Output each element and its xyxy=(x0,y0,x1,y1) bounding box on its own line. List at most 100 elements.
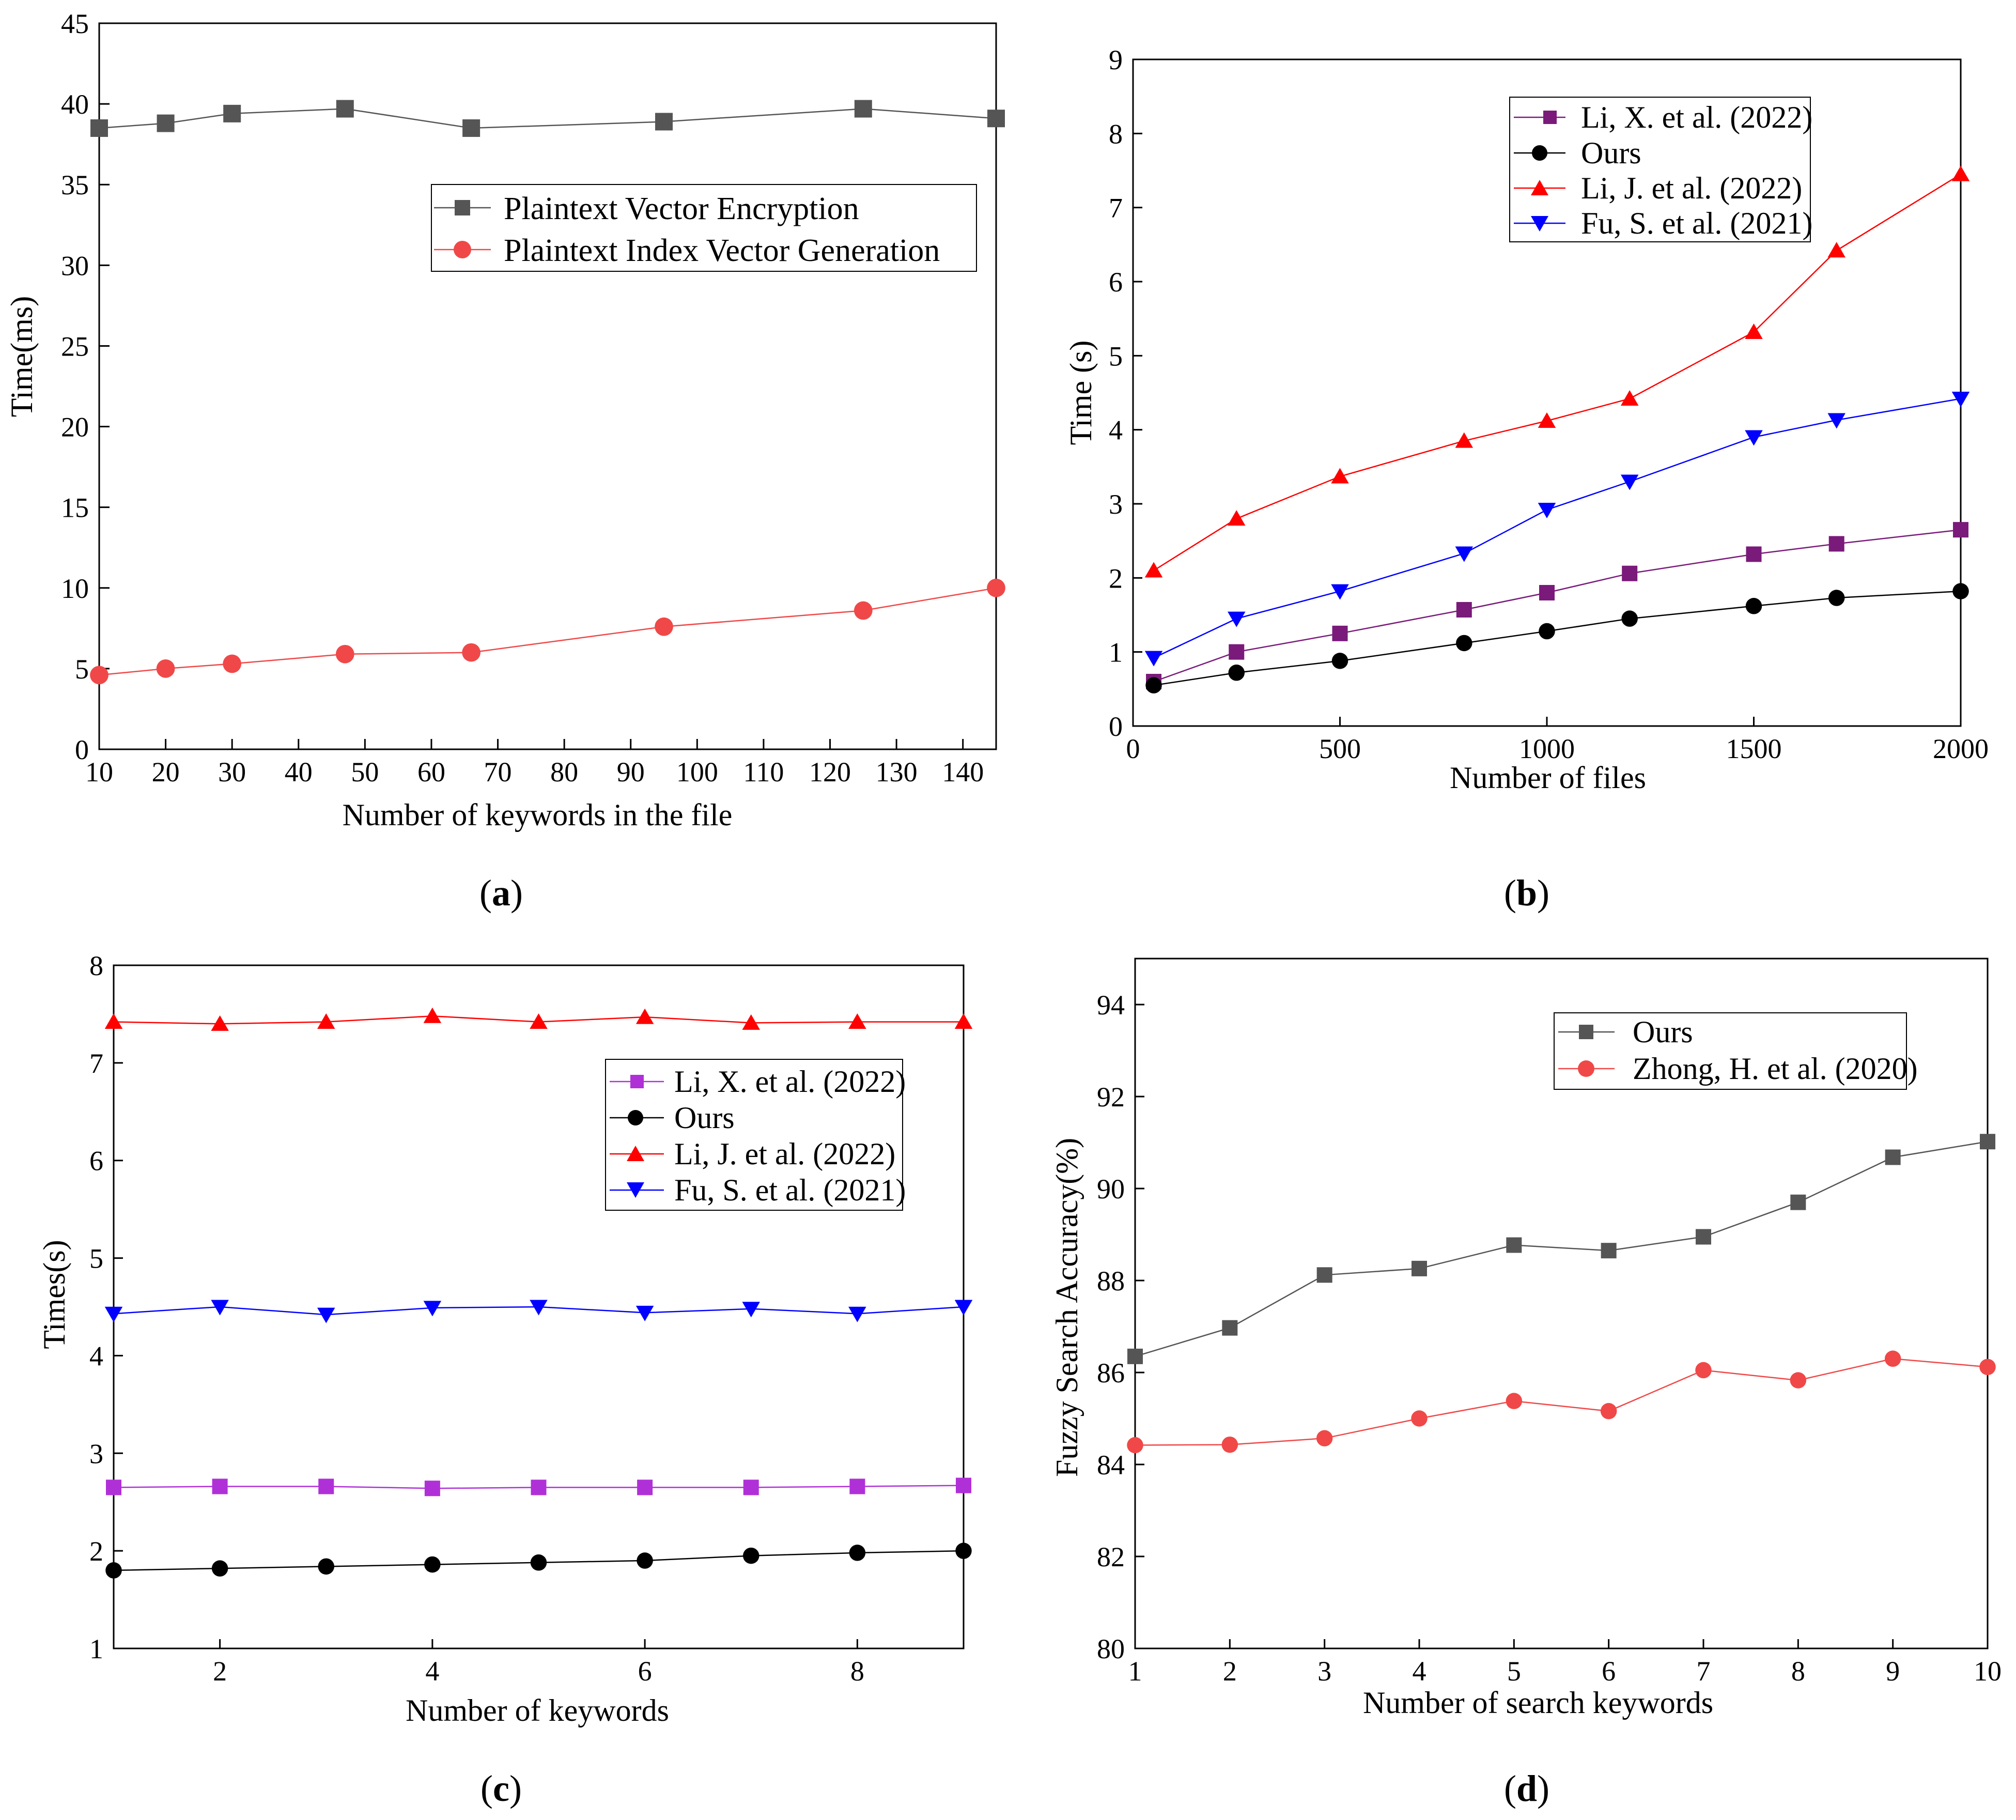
data-point-a-1-4 xyxy=(462,643,480,662)
data-point-b-0-1 xyxy=(1229,644,1245,660)
data-point-c-2-1 xyxy=(211,1015,229,1031)
data-point-b-1-6 xyxy=(1745,598,1762,614)
data-point-c-2-8 xyxy=(954,1013,973,1029)
x-tick-label: 60 xyxy=(417,757,445,788)
series-line-a-1 xyxy=(99,587,997,676)
x-tick-label: 40 xyxy=(285,757,313,788)
data-point-b-3-0 xyxy=(1144,651,1163,667)
data-point-d-1-3 xyxy=(1411,1410,1428,1427)
y-tick-label: 4 xyxy=(89,1340,103,1371)
data-point-c-0-4 xyxy=(531,1479,547,1495)
data-point-b-1-4 xyxy=(1539,623,1555,640)
legend-label-b-0: Li, X. et al. (2022) xyxy=(1581,100,1812,134)
data-point-b-3-3 xyxy=(1455,546,1474,562)
y-tick-label: 8 xyxy=(1109,118,1123,149)
x-tick-label: 1000 xyxy=(1519,733,1575,764)
data-point-b-0-2 xyxy=(1332,625,1348,641)
y-tick-label: 45 xyxy=(61,8,89,39)
data-point-b-0-7 xyxy=(1828,536,1844,552)
legend-marker-c-0 xyxy=(630,1075,644,1088)
data-point-a-0-2 xyxy=(223,104,241,122)
legend-label-b-2: Li, J. et al. (2022) xyxy=(1581,171,1802,205)
x-tick-label: 70 xyxy=(484,757,512,788)
legend-marker-a-1 xyxy=(454,241,471,258)
y-tick-label: 5 xyxy=(89,1243,103,1274)
data-point-c-3-2 xyxy=(317,1307,335,1323)
data-point-b-2-2 xyxy=(1331,468,1349,484)
series-line-d-1 xyxy=(1135,1358,1988,1446)
x-tick-label: 1500 xyxy=(1726,733,1782,764)
data-point-d-1-2 xyxy=(1316,1430,1333,1447)
x-axis-label-d: Number of search keywords xyxy=(1363,1686,1713,1720)
data-point-c-0-6 xyxy=(743,1479,759,1495)
x-tick-label: 2000 xyxy=(1933,733,1989,764)
x-tick-label: 50 xyxy=(351,757,379,788)
data-point-a-0-0 xyxy=(90,119,108,137)
data-point-b-2-8 xyxy=(1951,165,1970,181)
data-point-c-2-2 xyxy=(317,1013,335,1029)
legend-marker-b-2 xyxy=(1531,180,1548,195)
x-tick-label: 110 xyxy=(743,757,784,788)
data-point-b-3-2 xyxy=(1331,584,1349,600)
y-tick-label: 0 xyxy=(75,734,89,765)
data-point-b-2-0 xyxy=(1144,562,1163,578)
data-point-a-1-2 xyxy=(223,654,242,673)
data-point-c-1-4 xyxy=(530,1554,547,1571)
chart-panel-c: 2 4 6 8 1 2 3 4 5 6 7 8 Times(s) Number of keywords… xyxy=(37,950,973,1809)
data-point-c-0-2 xyxy=(318,1478,334,1494)
y-tick-label: 84 xyxy=(1097,1449,1125,1480)
y-tick-label: 1 xyxy=(1109,637,1123,668)
x-tick-label: 2 xyxy=(213,1656,227,1687)
data-point-d-0-0 xyxy=(1127,1348,1143,1364)
y-tick-label: 1 xyxy=(89,1633,103,1664)
data-point-b-3-5 xyxy=(1620,474,1639,490)
y-tick-label: 25 xyxy=(61,331,89,362)
data-point-b-2-7 xyxy=(1827,242,1846,258)
x-tick-label: 8 xyxy=(850,1656,864,1687)
data-point-a-0-7 xyxy=(987,110,1005,128)
data-point-d-1-1 xyxy=(1221,1436,1238,1453)
data-point-a-1-1 xyxy=(156,659,175,678)
data-point-a-0-4 xyxy=(462,119,480,137)
y-tick-label: 90 xyxy=(1097,1174,1125,1205)
data-point-b-3-6 xyxy=(1745,430,1763,446)
data-point-b-1-8 xyxy=(1952,583,1969,599)
data-point-d-0-2 xyxy=(1316,1267,1332,1283)
data-point-c-2-4 xyxy=(530,1013,548,1029)
x-tick-label: 1 xyxy=(1128,1656,1142,1687)
legend-marker-c-2 xyxy=(627,1146,644,1161)
chart-panel-a: 10 20 30 40 50 60 70 80 90 100 110 120 130 140 0 5 10 15 2… xyxy=(5,8,1005,914)
y-tick-label: 2 xyxy=(1109,563,1123,594)
x-tick-label: 4 xyxy=(425,1656,439,1687)
legend-c: Li, X. et al. (2022) Ours Li, J. et al. … xyxy=(605,1059,906,1211)
x-tick-label: 100 xyxy=(676,757,718,788)
data-point-a-0-6 xyxy=(854,100,872,118)
y-tick-label: 5 xyxy=(1109,341,1123,372)
legend-label-a-0: Plaintext Vector Encryption xyxy=(504,191,859,226)
x-tick-label: 120 xyxy=(809,757,851,788)
legend-a: Plaintext Vector Encryption Plaintext In… xyxy=(431,184,977,272)
data-point-b-0-5 xyxy=(1622,565,1638,581)
data-point-d-0-8 xyxy=(1885,1149,1901,1165)
chart-panel-d: 1 2 3 4 5 6 7 8 9 10 80 82 84 86 88 90 92 94 Fuzzy Search… xyxy=(1050,958,2002,1809)
y-tick-label: 4 xyxy=(1109,415,1123,446)
x-tick-label: 5 xyxy=(1507,1656,1521,1687)
data-point-c-3-3 xyxy=(423,1301,442,1317)
y-tick-label: 86 xyxy=(1097,1358,1125,1389)
caption-c: (c) xyxy=(480,1768,522,1809)
y-tick-label: 7 xyxy=(89,1048,103,1079)
legend-marker-c-1 xyxy=(628,1110,643,1125)
data-point-d-1-6 xyxy=(1695,1362,1712,1379)
x-tick-label: 80 xyxy=(550,757,578,788)
y-tick-label: 88 xyxy=(1097,1266,1125,1297)
x-tick-label: 140 xyxy=(942,757,984,788)
data-point-a-1-3 xyxy=(335,644,354,664)
legend-marker-b-0 xyxy=(1543,111,1557,124)
legend-label-c-0: Li, X. et al. (2022) xyxy=(674,1065,906,1099)
caption-d: (d) xyxy=(1504,1768,1549,1809)
data-point-b-2-4 xyxy=(1538,412,1556,428)
data-point-b-3-4 xyxy=(1538,502,1556,518)
data-point-a-0-1 xyxy=(157,114,175,132)
data-point-a-1-0 xyxy=(90,666,108,685)
data-point-c-0-0 xyxy=(106,1479,121,1495)
